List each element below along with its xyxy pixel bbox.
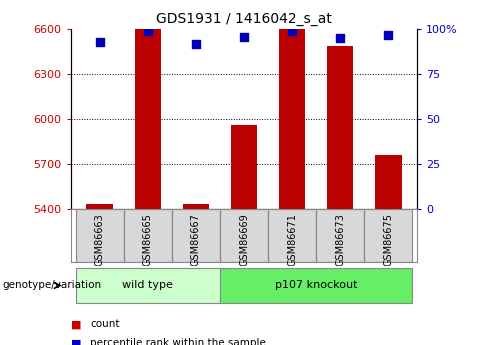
Bar bbox=[231, 125, 257, 209]
Text: count: count bbox=[90, 319, 120, 329]
Text: ■: ■ bbox=[71, 319, 81, 329]
Bar bbox=[316, 209, 365, 262]
Bar bbox=[268, 209, 316, 262]
Point bbox=[336, 36, 344, 41]
Text: GSM86671: GSM86671 bbox=[287, 213, 297, 266]
Text: GSM86669: GSM86669 bbox=[239, 213, 249, 266]
Title: GDS1931 / 1416042_s_at: GDS1931 / 1416042_s_at bbox=[156, 11, 332, 26]
Point bbox=[192, 41, 200, 47]
Point bbox=[288, 28, 296, 34]
Bar bbox=[135, 29, 161, 209]
Bar bbox=[327, 46, 353, 209]
Point bbox=[144, 28, 152, 34]
Bar bbox=[76, 268, 220, 303]
Text: GSM86665: GSM86665 bbox=[143, 213, 153, 266]
Bar bbox=[123, 209, 172, 262]
Point bbox=[240, 34, 248, 39]
Bar bbox=[220, 268, 412, 303]
Text: wild type: wild type bbox=[122, 280, 173, 290]
Text: GSM86663: GSM86663 bbox=[95, 213, 104, 266]
Text: ■: ■ bbox=[71, 338, 81, 345]
Bar bbox=[365, 209, 412, 262]
Point bbox=[385, 32, 392, 38]
Text: GSM86675: GSM86675 bbox=[384, 213, 393, 266]
Text: GSM86667: GSM86667 bbox=[191, 213, 201, 266]
Point bbox=[96, 39, 103, 45]
Bar bbox=[279, 29, 305, 209]
Text: p107 knockout: p107 knockout bbox=[275, 280, 357, 290]
Text: genotype/variation: genotype/variation bbox=[2, 280, 102, 290]
Bar bbox=[172, 209, 220, 262]
Bar bbox=[220, 209, 268, 262]
Bar bbox=[183, 204, 209, 209]
Text: percentile rank within the sample: percentile rank within the sample bbox=[90, 338, 266, 345]
Bar bbox=[86, 204, 113, 209]
Text: GSM86673: GSM86673 bbox=[335, 213, 345, 266]
Bar bbox=[375, 155, 402, 209]
Bar bbox=[76, 209, 123, 262]
